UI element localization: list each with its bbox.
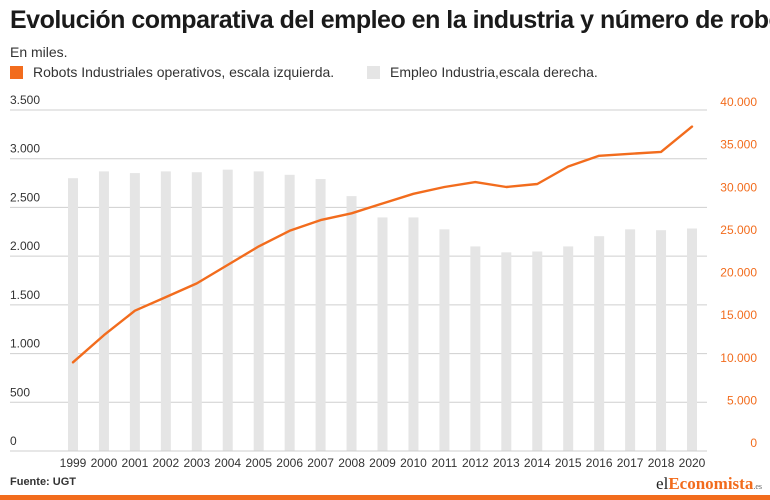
employment-bar-2010	[408, 217, 419, 451]
right-tick-label: 15.000	[720, 308, 757, 322]
employment-bar-2006	[284, 174, 295, 452]
x-tick-label: 2016	[586, 456, 613, 470]
right-tick-label: 5.000	[727, 393, 757, 407]
legend-swatch-robots	[10, 65, 23, 79]
right-tick-label: 0	[750, 436, 757, 450]
right-tick-label: 30.000	[720, 180, 757, 194]
x-tick-label: 2013	[493, 456, 520, 470]
right-tick-label: 25.000	[720, 223, 757, 237]
left-tick-label: 3.000	[10, 142, 40, 156]
employment-bar-2016	[594, 236, 605, 451]
x-tick-label: 2001	[122, 456, 149, 470]
left-tick-label: 2.000	[10, 239, 40, 253]
employment-bar-2005	[253, 171, 264, 451]
left-tick-label: 500	[10, 385, 30, 399]
legend-item-employment: Empleo Industria,escala derecha.	[367, 64, 598, 80]
right-tick-label: 10.000	[720, 351, 757, 365]
chart-title: Evolución comparativa del empleo en la i…	[10, 6, 770, 34]
right-tick-label: 40.000	[720, 95, 757, 109]
employment-bar-2000	[98, 171, 109, 451]
x-tick-label: 2014	[524, 456, 551, 470]
left-tick-label: 1.000	[10, 337, 40, 351]
x-tick-label: 2017	[617, 456, 644, 470]
bottom-accent-rule	[0, 495, 770, 500]
x-tick-label: 2003	[183, 456, 210, 470]
chart-subtitle: En miles.	[10, 44, 68, 60]
employment-bar-2003	[191, 172, 202, 452]
source-note: Fuente: UGT	[10, 476, 76, 488]
employment-bar-2015	[563, 246, 574, 451]
legend-item-robots: Robots Industriales operativos, escala i…	[10, 64, 334, 80]
brand-prefix: el	[656, 474, 669, 493]
employment-bar-2008	[346, 196, 357, 451]
x-tick-label: 2010	[400, 456, 427, 470]
x-tick-label: 2004	[214, 456, 241, 470]
legend-swatch-employment	[367, 65, 380, 79]
left-tick-label: 1.500	[10, 288, 40, 302]
employment-bar-1999	[68, 178, 78, 451]
x-tick-label: 2006	[276, 456, 303, 470]
employment-bar-2009	[377, 217, 388, 451]
x-tick-label: 2015	[555, 456, 582, 470]
x-tick-label: 2000	[91, 456, 118, 470]
brand-suffix: .es	[753, 482, 762, 491]
x-tick-label: 1999	[60, 456, 87, 470]
x-tick-label: 2018	[648, 456, 675, 470]
employment-bar-2017	[625, 229, 636, 451]
brand-accent: Economista	[668, 474, 754, 493]
x-tick-label: 2008	[338, 456, 365, 470]
employment-bar-2013	[501, 252, 512, 451]
x-tick-label: 2020	[679, 456, 706, 470]
left-tick-label: 0	[10, 434, 17, 448]
robots-line	[71, 125, 694, 364]
legend-label-employment: Empleo Industria,escala derecha.	[390, 64, 598, 80]
right-tick-label: 20.000	[720, 266, 757, 280]
x-tick-label: 2011	[431, 456, 457, 470]
employment-bar-2014	[532, 251, 543, 451]
right-tick-label: 35.000	[720, 138, 757, 152]
employment-bar-2004	[222, 169, 233, 452]
employment-bar-2018	[656, 230, 667, 451]
x-tick-label: 2009	[369, 456, 396, 470]
legend-label-robots: Robots Industriales operativos, escala i…	[33, 64, 335, 80]
x-tick-label: 2007	[307, 456, 334, 470]
x-tick-label: 2005	[245, 456, 272, 470]
x-tick-label: 2002	[152, 456, 179, 470]
employment-bar-2007	[315, 179, 326, 452]
x-tick-label: 2012	[462, 456, 489, 470]
left-tick-label: 2.500	[10, 190, 40, 204]
employment-bar-2020	[687, 228, 697, 451]
left-tick-label: 3.500	[10, 93, 40, 107]
brand-logo: elEconomista.es	[656, 474, 762, 494]
employment-bar-2012	[470, 246, 481, 451]
employment-bar-2011	[439, 229, 450, 451]
employment-bar-2002	[160, 171, 171, 451]
